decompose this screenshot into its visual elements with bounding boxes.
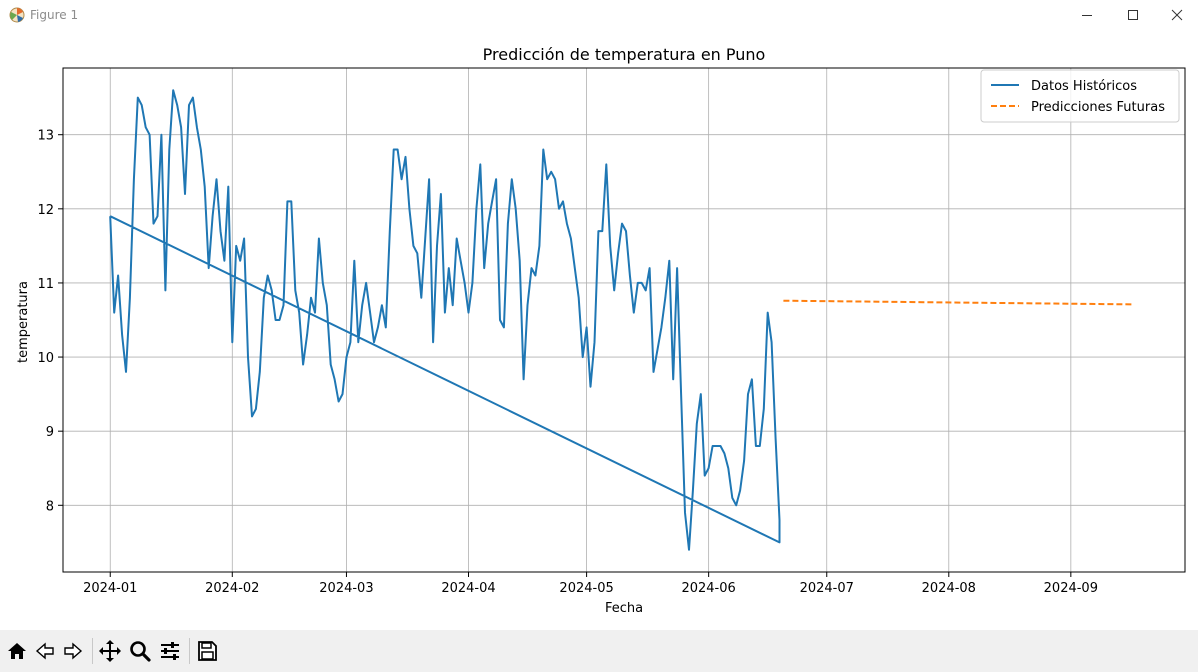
x-tick-label: 2024-04 xyxy=(441,581,495,596)
navigation-toolbar xyxy=(0,630,1198,672)
x-tick-label: 2024-05 xyxy=(559,581,613,596)
x-tick-label: 2024-08 xyxy=(922,581,976,596)
x-tick-label: 2024-01 xyxy=(83,581,137,596)
back-button[interactable] xyxy=(32,638,58,664)
forward-arrow-icon xyxy=(64,642,83,660)
window-title: Figure 1 xyxy=(30,8,79,22)
maximize-icon xyxy=(1128,10,1138,20)
x-tick-label: 2024-07 xyxy=(800,581,854,596)
axes-frame xyxy=(62,67,1186,573)
y-tick-label: 11 xyxy=(37,277,54,292)
legend-label-historical: Datos Históricos xyxy=(1031,79,1137,94)
y-tick-label: 12 xyxy=(37,203,54,218)
x-tick-label: 2024-09 xyxy=(1044,581,1098,596)
legend-box xyxy=(980,69,1180,123)
close-icon xyxy=(1171,9,1183,21)
back-arrow-icon xyxy=(35,642,54,660)
maximize-button[interactable] xyxy=(1110,0,1156,30)
chart-svg: Predicción de temperatura en Puno 2024-0… xyxy=(16,45,1186,616)
chart-title: Predicción de temperatura en Puno xyxy=(483,45,766,64)
toolbar-separator xyxy=(189,638,190,664)
predictions-series-line xyxy=(783,299,1134,306)
minimize-button[interactable] xyxy=(1064,0,1110,30)
legend-label-predictions: Predicciones Futuras xyxy=(1031,100,1165,115)
save-button[interactable] xyxy=(194,638,220,664)
y-tick-label: 10 xyxy=(37,351,54,366)
figure-canvas[interactable]: Predicción de temperatura en Puno 2024-0… xyxy=(0,30,1198,630)
y-tick-label: 13 xyxy=(37,129,54,144)
pan-button[interactable] xyxy=(97,638,123,664)
home-button[interactable] xyxy=(4,638,30,664)
save-floppy-icon xyxy=(198,641,217,661)
window-titlebar: Figure 1 xyxy=(0,0,1198,30)
grid-lines xyxy=(63,68,1185,572)
x-axis-ticks: 2024-01 2024-02 2024-03 2024-04 2024-05 2024-… xyxy=(83,572,1098,596)
minimize-icon xyxy=(1082,15,1092,16)
legend: Datos Históricos Predicciones Futuras xyxy=(980,69,1180,123)
plot-series xyxy=(109,89,1134,551)
x-tick-label: 2024-03 xyxy=(319,581,373,596)
close-button[interactable] xyxy=(1154,0,1198,30)
matplotlib-app-icon xyxy=(9,7,25,23)
x-axis-label: Fecha xyxy=(605,601,643,616)
y-tick-label: 8 xyxy=(46,499,54,514)
y-axis-ticks: 8 9 10 11 12 13 xyxy=(37,129,63,514)
pan-move-icon xyxy=(99,640,121,662)
x-tick-label: 2024-02 xyxy=(205,581,259,596)
configure-subplots-button[interactable] xyxy=(157,638,183,664)
configure-subplots-icon xyxy=(161,642,179,660)
forward-button[interactable] xyxy=(60,638,86,664)
toolbar-separator xyxy=(92,638,93,664)
y-tick-label: 9 xyxy=(46,425,54,440)
historical-series-line xyxy=(109,89,781,551)
home-icon xyxy=(8,643,26,659)
zoom-button[interactable] xyxy=(127,638,153,664)
zoom-magnifier-icon xyxy=(130,641,151,662)
y-axis-label: temperatura xyxy=(16,281,31,363)
x-tick-label: 2024-06 xyxy=(681,581,735,596)
